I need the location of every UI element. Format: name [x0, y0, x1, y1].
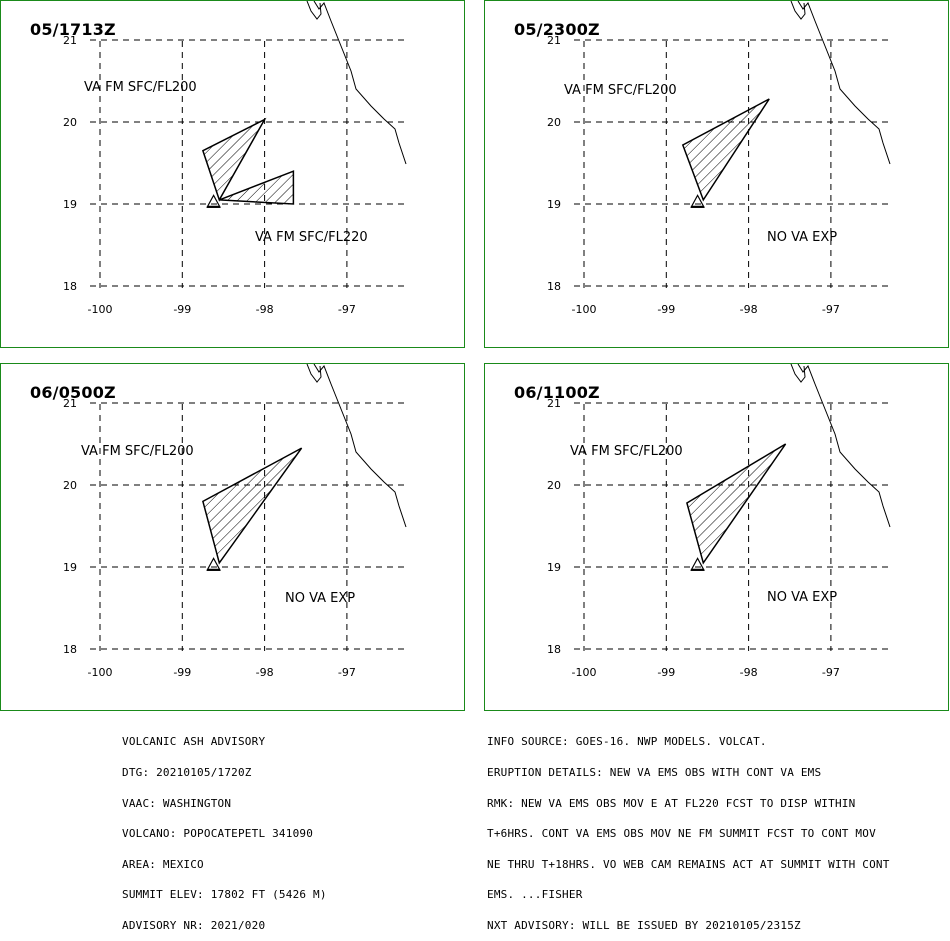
advisory-line: EMS. ...FISHER [487, 888, 583, 902]
lat-tick-label: 21 [63, 34, 77, 47]
ash-cloud-polygon [686, 443, 787, 565]
coastline [790, 1, 806, 20]
advisory-line: AREA: MEXICO [122, 857, 204, 871]
coastline [797, 364, 891, 528]
lat-tick-label: 18 [63, 643, 77, 656]
va-label: VA FM SFC/FL200 [564, 83, 677, 98]
coastline [313, 364, 407, 528]
map-svg: -100 -99 -98 -97 21 20 19 18 [547, 364, 891, 679]
lat-tick-label: 18 [63, 280, 77, 293]
lat-tick-label: 20 [547, 116, 561, 129]
panel-time: 06/0500Z [30, 383, 116, 402]
lon-tick-label: -99 [657, 666, 675, 679]
va-label: VA FM SFC/FL220 [255, 230, 368, 245]
lon-tick-label: -97 [338, 303, 356, 316]
advisory-line: ADVISORY NR: 2021/020 [122, 918, 266, 932]
lon-tick-label: -97 [822, 303, 840, 316]
lon-tick-label: -100 [572, 303, 597, 316]
lon-tick-label: -98 [740, 666, 758, 679]
advisory-line: INFO SOURCE: GOES-16. NWP MODELS. VOLCAT… [487, 735, 767, 749]
volcano-icon [206, 194, 221, 207]
coastline [306, 1, 322, 20]
panel-time: 05/1713Z [30, 20, 116, 39]
ash-cloud-polygon [219, 170, 295, 205]
advisory-right-block: INFO SOURCE: GOES-16. NWP MODELS. VOLCAT… [487, 717, 890, 941]
advisory-line: VOLCANIC ASH ADVISORY [122, 735, 266, 749]
map-svg: -100 -99 -98 -97 21 20 19 18 [63, 364, 407, 679]
lon-tick-label: -99 [173, 303, 191, 316]
advisory-line: ERUPTION DETAILS: NEW VA EMS OBS WITH CO… [487, 766, 822, 779]
lon-tick-label: -98 [740, 303, 758, 316]
ash-cloud-polygon [202, 447, 303, 565]
lon-tick-label: -98 [256, 666, 274, 679]
lon-tick-label: -100 [88, 666, 113, 679]
panel-time: 05/2300Z [514, 20, 600, 39]
advisory-line: VAAC: WASHINGTON [122, 796, 232, 810]
volcano-icon [690, 194, 705, 207]
lat-tick-label: 21 [547, 397, 561, 410]
va-label: VA FM SFC/FL200 [81, 444, 194, 459]
lat-tick-label: 19 [63, 198, 77, 211]
advisory-line: T+6HRS. CONT VA EMS OBS MOV NE FM SUMMIT… [487, 827, 876, 841]
lat-tick-label: 18 [547, 280, 561, 293]
panel-3: -100 -99 -98 -97 21 20 19 18 06/0500Z VA FM SFC… [0, 363, 465, 711]
lat-tick-label: 18 [547, 643, 561, 656]
advisory-line: NE THRU T+18HRS. VO WEB CAM REMAINS ACT … [487, 857, 890, 871]
advisory-line: RMK: NEW VA EMS OBS MOV E AT FL220 FCST … [487, 796, 856, 810]
coastline [306, 364, 322, 383]
lat-tick-label: 20 [547, 479, 561, 492]
advisory-line: NXT ADVISORY: WILL BE ISSUED BY 20210105… [487, 918, 801, 932]
volcano-icon [690, 557, 705, 570]
advisory-line: VOLCANO: POPOCATEPETL 341090 [122, 827, 314, 841]
ash-cloud-polygon [201, 117, 267, 202]
lon-tick-label: -99 [657, 303, 675, 316]
lat-tick-label: 21 [547, 34, 561, 47]
va-label: VA FM SFC/FL200 [84, 80, 197, 95]
va-label: VA FM SFC/FL200 [570, 444, 683, 459]
panel-4: -100 -99 -98 -97 21 20 19 18 06/1100Z VA FM SFC… [484, 363, 949, 711]
advisory-left-block: VOLCANIC ASH ADVISORY DTG: 20210105/1720… [122, 717, 327, 941]
lon-tick-label: -99 [173, 666, 191, 679]
lat-tick-label: 19 [547, 198, 561, 211]
map-svg: -100 -99 -98 -97 21 20 19 18 [547, 1, 891, 316]
coastline [790, 364, 806, 383]
lon-tick-label: -97 [822, 666, 840, 679]
coastline [313, 1, 407, 165]
advisory-line: DTG: 20210105/1720Z [122, 766, 252, 779]
lat-tick-label: 19 [63, 561, 77, 574]
advisory-line: SUMMIT ELEV: 17802 FT (5426 M) [122, 888, 327, 902]
panel-time: 06/1100Z [514, 383, 600, 402]
lat-tick-label: 21 [63, 397, 77, 410]
lat-tick-label: 20 [63, 479, 77, 492]
lon-tick-label: -100 [572, 666, 597, 679]
lat-tick-label: 20 [63, 116, 77, 129]
va-label: NO VA EXP [285, 591, 356, 606]
lon-tick-label: -98 [256, 303, 274, 316]
coastline [797, 1, 891, 165]
volcano-icon [206, 557, 221, 570]
lon-tick-label: -97 [338, 666, 356, 679]
va-label: NO VA EXP [767, 590, 838, 605]
panel-2: -100 -99 -98 -97 21 20 19 18 05/2300Z VA FM SFC… [484, 0, 949, 348]
ash-cloud-polygon [681, 98, 770, 202]
lon-tick-label: -100 [88, 303, 113, 316]
panel-1: -100 -99 -98 -97 21 20 19 18 05/1713Z VA FM SFC… [0, 0, 465, 348]
lat-tick-label: 19 [547, 561, 561, 574]
va-label: NO VA EXP [767, 230, 838, 245]
map-svg: -100 -99 -98 -97 21 20 19 18 [63, 1, 407, 316]
